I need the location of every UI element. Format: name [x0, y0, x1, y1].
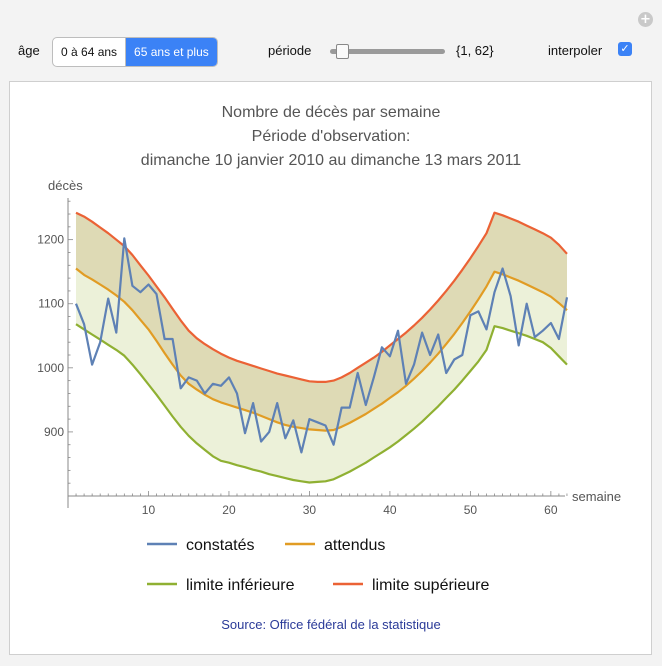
chart-title-line: dimanche 10 janvier 2010 au dimanche 13 …	[141, 152, 521, 169]
x-tick-label: 40	[383, 503, 397, 517]
x-tick-label: 20	[222, 503, 236, 517]
interpoler-checkbox[interactable]: ✓	[618, 42, 632, 56]
controls-bar: âge 0 à 64 ans 65 ans et plus période {1…	[0, 0, 662, 70]
source-credit: Source: Office fédéral de la statistique	[221, 617, 441, 632]
chart-title-line: Période d'observation:	[252, 128, 411, 145]
series-line	[74, 237, 569, 454]
age-label: âge	[18, 43, 40, 58]
slider-thumb[interactable]	[336, 44, 349, 59]
x-tick-label: 30	[303, 503, 317, 517]
interpoler-label: interpoler	[548, 43, 603, 58]
series-line	[75, 211, 568, 383]
x-tick-label: 60	[544, 503, 558, 517]
plus-icon[interactable]: +	[638, 12, 653, 27]
y-tick-label: 1000	[37, 361, 64, 375]
legend-label: limite supérieure	[372, 577, 489, 594]
x-axis-label: semaine	[572, 489, 621, 504]
legend-label: limite inférieure	[186, 577, 295, 594]
age-option-65-plus[interactable]: 65 ans et plus	[126, 38, 217, 66]
periode-value: {1, 62}	[456, 43, 494, 58]
periode-label: période	[268, 43, 312, 58]
legend-label: attendus	[324, 537, 385, 554]
y-tick-label: 900	[44, 425, 64, 439]
band-fill	[76, 268, 567, 483]
x-tick-label: 50	[464, 503, 478, 517]
series-line	[75, 267, 568, 432]
x-tick-label: 10	[142, 503, 156, 517]
plot-panel	[9, 81, 652, 655]
y-axis-label: décès	[48, 178, 83, 193]
slider-track[interactable]	[330, 49, 445, 54]
y-tick-label: 1100	[38, 297, 64, 311]
age-segmented-control[interactable]: 0 à 64 ans 65 ans et plus	[52, 37, 218, 67]
legend-label: constatés	[186, 537, 254, 554]
band-fill	[76, 212, 567, 431]
age-option-0-64[interactable]: 0 à 64 ans	[53, 38, 127, 66]
chart-title-line: Nombre de décès par semaine	[222, 104, 441, 121]
periode-slider[interactable]	[330, 44, 445, 59]
series-line	[75, 323, 568, 484]
y-tick-label: 1200	[37, 233, 64, 247]
